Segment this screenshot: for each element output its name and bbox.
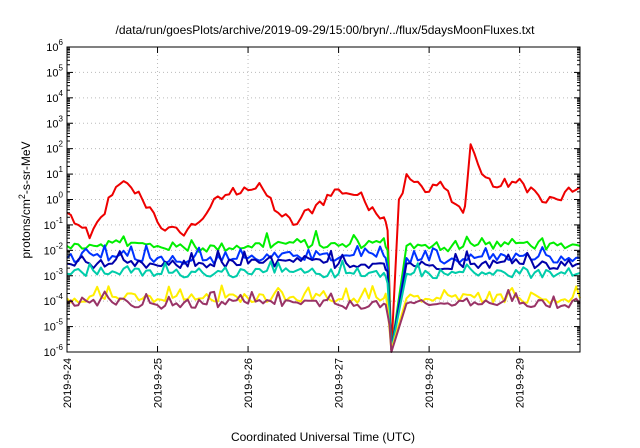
y-tick-label-exp: -4	[56, 292, 64, 301]
y-tick-label: 10-2	[44, 241, 64, 257]
series-lines	[66, 143, 581, 353]
y-tick-label-base: 10	[44, 322, 56, 334]
y-tick-label-base: 10	[46, 67, 58, 79]
y-tick-label-base: 10	[46, 195, 58, 207]
x-tick-label: 2019-9-28	[424, 358, 436, 408]
series-line-5	[66, 259, 581, 351]
y-tick-label-base: 10	[44, 296, 56, 308]
x-tick-label: 2019-9-24	[62, 358, 74, 408]
y-tick-label: 10-4	[44, 292, 64, 308]
y-tick-label-exp: -2	[56, 241, 64, 250]
y-tick-label: 10-1	[44, 216, 64, 232]
y-tick-label-exp: -3	[56, 267, 64, 276]
y-axis-label: protons/cm2-s-sr-MeV	[17, 141, 33, 258]
y-tick-label-base: 10	[44, 347, 56, 359]
series-line-4	[66, 249, 581, 351]
x-tick-label: 2019-9-29	[515, 358, 527, 408]
y-tick-label-base: 10	[46, 42, 58, 54]
y-tick-label-exp: 5	[59, 63, 64, 72]
series-line-1	[66, 143, 581, 351]
y-axis-label-rest: -s-sr-MeV	[19, 141, 33, 194]
series-line-7	[66, 289, 581, 353]
y-tick-label: 102	[46, 140, 63, 156]
x-ticks: 2019-9-24 2019-9-25 2019-9-26 2019-9-27 2019…	[62, 47, 527, 408]
y-tick-label-exp: -1	[56, 216, 64, 225]
y-tick-label: 100	[46, 191, 63, 207]
y-tick-label: 10-3	[44, 267, 64, 283]
x-tick-label: 2019-9-26	[243, 358, 255, 408]
grid	[66, 47, 580, 352]
y-tick-label-exp: 1	[59, 165, 64, 174]
x-axis-label: Coordinated Universal Time (UTC)	[231, 430, 415, 444]
y-tick-label-base: 10	[46, 118, 58, 130]
y-tick-label-exp: 4	[59, 89, 64, 98]
y-tick-label-exp: 0	[59, 191, 64, 200]
y-tick-label-exp: 6	[59, 38, 64, 47]
series-line-2	[66, 230, 581, 351]
y-tick-label-base: 10	[44, 220, 56, 232]
y-tick-label: 101	[46, 165, 63, 181]
y-tick-label-exp: -6	[56, 343, 64, 352]
y-tick-label: 103	[46, 114, 63, 130]
y-tick-label-base: 10	[44, 245, 56, 257]
chart-title: /data/run/goesPlots/archive/2019-09-29/1…	[116, 23, 536, 37]
y-tick-label: 104	[46, 89, 63, 105]
y-tick-label-exp: 3	[59, 114, 64, 123]
y-axis-label-base: protons/cm	[19, 199, 33, 258]
y-tick-label-exp: -5	[56, 318, 64, 327]
y-tick-label: 105	[46, 63, 63, 79]
y-tick-label: 10-5	[44, 318, 64, 334]
y-tick-label-base: 10	[46, 144, 58, 156]
y-tick-label: 10-6	[44, 343, 64, 359]
y-axis-label-sup: 2	[17, 194, 27, 199]
y-tick-label-base: 10	[44, 271, 56, 283]
y-tick-label: 106	[46, 38, 63, 54]
y-tick-label-base: 10	[46, 169, 58, 181]
x-tick-label: 2019-9-27	[334, 358, 346, 408]
series-line-3	[66, 244, 581, 351]
y-tick-label-exp: 2	[59, 140, 64, 149]
x-tick-label: 2019-9-25	[153, 358, 165, 408]
series-line-6	[66, 284, 581, 351]
y-ticks: 10-610-510-410-310-210-11001011021031041…	[44, 38, 580, 359]
y-tick-label-base: 10	[46, 93, 58, 105]
